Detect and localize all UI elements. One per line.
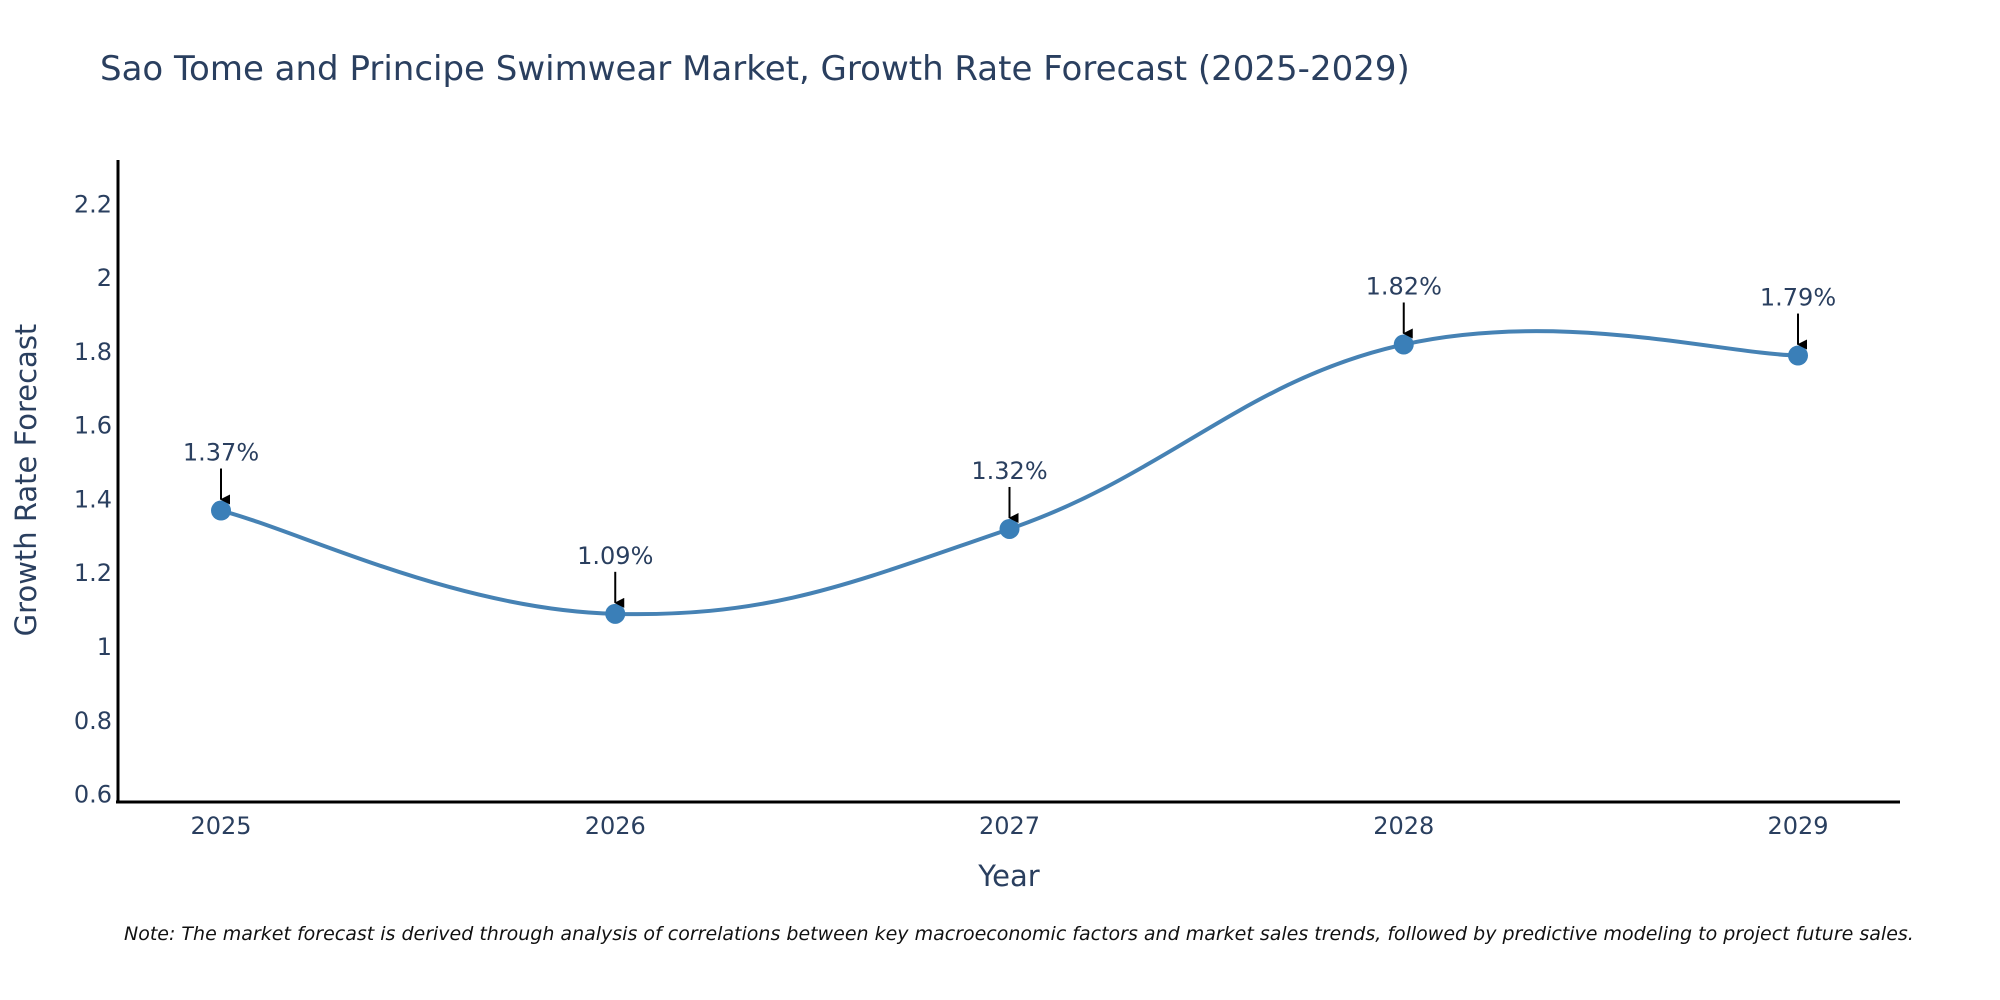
x-tick-label: 2026 <box>585 812 646 840</box>
data-label: 1.37% <box>183 439 259 467</box>
data-point-marker <box>1788 345 1808 366</box>
y-tick-label: 1.8 <box>74 338 112 366</box>
chart-title: Sao Tome and Principe Swimwear Market, G… <box>100 49 1410 89</box>
y-tick-label: 1 <box>97 633 112 661</box>
data-label: 1.32% <box>971 457 1047 485</box>
x-tick-label: 2027 <box>979 812 1040 840</box>
y-tick-label: 1.6 <box>74 412 112 440</box>
y-tick-label: 2.2 <box>74 190 112 218</box>
y-tick-label: 0.8 <box>74 707 112 735</box>
data-point-marker <box>999 518 1020 539</box>
x-tick-label: 2029 <box>1767 812 1828 840</box>
x-axis-title: Year <box>977 859 1039 893</box>
y-tick-label: 0.6 <box>74 781 112 809</box>
footnote: Note: The market forecast is derived thr… <box>124 923 1914 945</box>
y-tick-label: 2 <box>97 264 112 292</box>
data-label: 1.09% <box>577 542 653 570</box>
x-tick-label: 2028 <box>1373 812 1434 840</box>
y-tick-label: 1.2 <box>74 559 112 587</box>
data-labels: 1.37% 1.09% 1.32% 1.82% 1.79% <box>183 272 1836 608</box>
data-label: 1.82% <box>1366 272 1442 300</box>
data-point-marker <box>211 500 231 521</box>
y-axis-title: Growth Rate Forecast <box>9 324 43 637</box>
data-point-marker <box>1393 334 1414 355</box>
y-axis-ticks: 0.6 0.8 1 1.2 1.4 1.6 1.8 2 2.2 <box>74 190 112 808</box>
x-tick-label: 2025 <box>190 812 251 840</box>
data-point-marker <box>605 603 626 624</box>
data-label: 1.79% <box>1760 284 1836 312</box>
data-points <box>211 334 1808 624</box>
y-tick-label: 1.4 <box>74 485 112 513</box>
x-axis-ticks: 2025 2026 2027 2028 2029 <box>190 812 1828 840</box>
